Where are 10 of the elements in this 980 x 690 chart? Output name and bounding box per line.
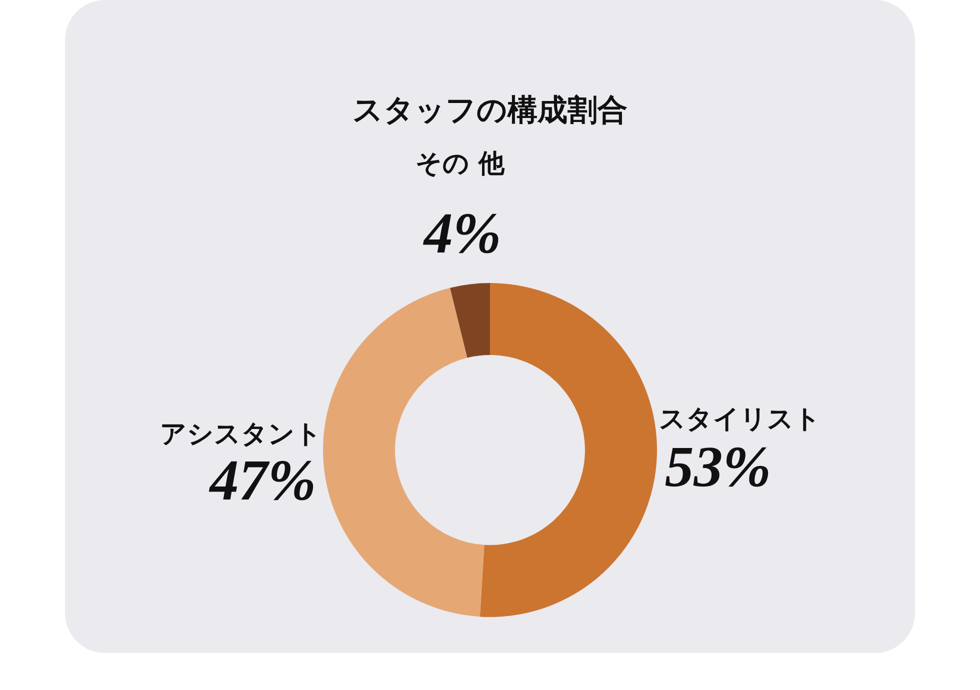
donut-slice [450,283,490,358]
slice-label: スタイリスト [658,404,821,435]
donut-slice [323,288,484,617]
slice-label: アシスタント [160,420,322,450]
chart-title: スタッフの構成割合 [352,92,628,128]
data-label: 47% [208,448,316,513]
slice-label: その 他 [415,148,506,179]
data-label: 4% [422,200,502,266]
donut-slice [480,283,657,617]
data-label: 53% [664,434,772,499]
